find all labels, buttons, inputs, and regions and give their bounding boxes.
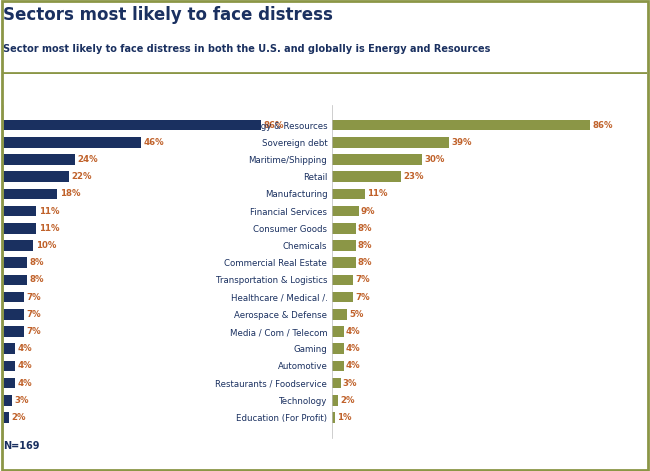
Text: 86%: 86% xyxy=(592,121,612,130)
Bar xyxy=(332,206,359,216)
Bar xyxy=(3,326,24,337)
Bar xyxy=(3,240,33,251)
Text: 24%: 24% xyxy=(78,155,98,164)
Text: 11%: 11% xyxy=(367,189,387,198)
Bar xyxy=(3,292,24,302)
Bar xyxy=(3,257,27,268)
Bar xyxy=(3,275,27,285)
Text: 4%: 4% xyxy=(346,344,361,353)
Bar xyxy=(3,361,15,371)
Text: 3%: 3% xyxy=(343,379,358,388)
Bar xyxy=(332,343,343,354)
Text: 8%: 8% xyxy=(30,276,44,284)
Text: 7%: 7% xyxy=(355,292,370,301)
Bar xyxy=(3,395,12,406)
Text: 8%: 8% xyxy=(358,224,372,233)
Text: 2%: 2% xyxy=(12,413,26,422)
Bar xyxy=(332,120,590,130)
Text: 46%: 46% xyxy=(144,138,164,147)
Bar xyxy=(332,257,356,268)
Text: 9%: 9% xyxy=(361,207,376,216)
Text: Sector most likely to face distress in both the U.S. and globally is Energy and : Sector most likely to face distress in b… xyxy=(3,44,491,54)
Text: 86%: 86% xyxy=(264,121,284,130)
Bar xyxy=(332,326,343,337)
Text: 4%: 4% xyxy=(346,327,361,336)
Text: 7%: 7% xyxy=(27,327,42,336)
Text: 39%: 39% xyxy=(451,138,471,147)
Bar xyxy=(332,171,400,182)
Text: 8%: 8% xyxy=(358,241,372,250)
Text: 5%: 5% xyxy=(349,310,363,319)
Bar xyxy=(3,412,9,423)
Bar xyxy=(3,343,15,354)
Text: N=169: N=169 xyxy=(3,441,40,451)
Bar xyxy=(332,378,341,389)
Bar xyxy=(3,309,24,320)
Bar xyxy=(3,120,261,130)
Text: 8%: 8% xyxy=(358,258,372,267)
Bar xyxy=(332,240,356,251)
Bar xyxy=(332,292,352,302)
Bar xyxy=(332,188,365,199)
Bar xyxy=(3,154,75,165)
Bar xyxy=(3,206,36,216)
Text: Respondents were asked to select up to three industries; total of responses will: Respondents were asked to select up to t… xyxy=(6,457,383,467)
Bar xyxy=(332,361,343,371)
Text: 4%: 4% xyxy=(346,361,361,370)
Text: 7%: 7% xyxy=(27,310,42,319)
Text: 30%: 30% xyxy=(424,155,445,164)
Bar xyxy=(3,137,141,147)
Text: 7%: 7% xyxy=(27,292,42,301)
Text: 4%: 4% xyxy=(18,379,32,388)
Text: 8%: 8% xyxy=(30,258,44,267)
Text: 2%: 2% xyxy=(340,396,354,405)
Text: 4%: 4% xyxy=(18,344,32,353)
Text: Sectors most likely to face distress: Sectors most likely to face distress xyxy=(3,6,333,24)
Text: 23%: 23% xyxy=(403,172,423,181)
Text: 10%: 10% xyxy=(36,241,56,250)
Text: 18%: 18% xyxy=(60,189,80,198)
Bar xyxy=(332,137,448,147)
Text: 11%: 11% xyxy=(39,224,59,233)
Bar xyxy=(332,275,352,285)
Text: 22%: 22% xyxy=(72,172,92,181)
Bar xyxy=(3,188,57,199)
Bar xyxy=(3,223,36,234)
Bar xyxy=(3,378,15,389)
Bar xyxy=(332,412,335,423)
Bar xyxy=(332,223,356,234)
Text: 3%: 3% xyxy=(15,396,29,405)
Text: Which sectors globally are most likely to face distress
in 2016? (select up to t: Which sectors globally are most likely t… xyxy=(351,80,627,100)
Text: Which sectors in the U.S. are most likely to face
distress in 2016? (select up t: Which sectors in the U.S. are most likel… xyxy=(38,80,283,100)
Text: 7%: 7% xyxy=(355,276,370,284)
Bar xyxy=(332,309,346,320)
Text: 1%: 1% xyxy=(337,413,352,422)
Bar xyxy=(332,154,422,165)
Bar xyxy=(3,171,70,182)
Text: 11%: 11% xyxy=(39,207,59,216)
Text: 4%: 4% xyxy=(18,361,32,370)
Bar xyxy=(332,395,337,406)
